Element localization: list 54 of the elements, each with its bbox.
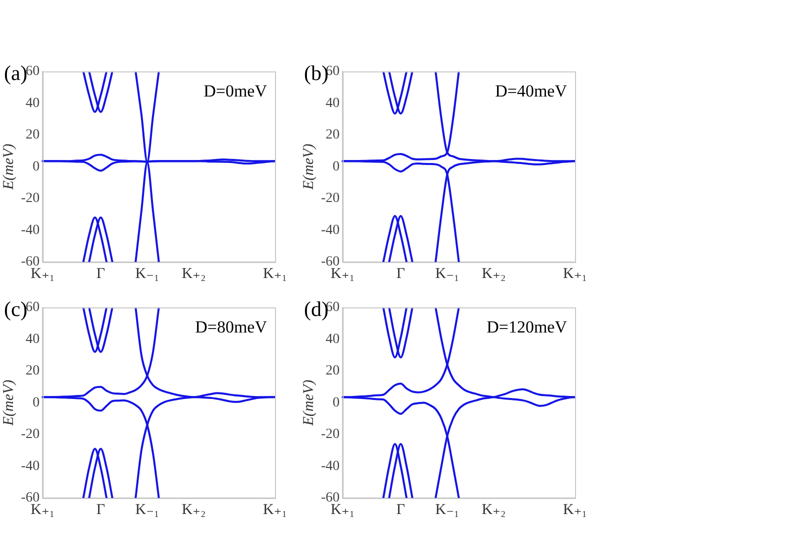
y-tick-label: -40 <box>20 458 40 474</box>
x-tick-label: K₊₁ <box>563 502 587 518</box>
y-axis-title: E(meV) <box>300 380 317 427</box>
y-tick-label: -40 <box>320 222 340 238</box>
y-tick-label: 20 <box>26 128 40 143</box>
y-tick-label: 40 <box>26 332 40 347</box>
x-tick-label: K₋₁ <box>435 502 460 518</box>
y-tick-label: 0 <box>332 159 340 174</box>
x-tick-label: K₋₁ <box>135 502 160 518</box>
x-tick-label: Γ <box>96 502 106 518</box>
chart-title: (a) <box>4 61 28 86</box>
y-tick-label: 40 <box>326 96 340 111</box>
y-tick-label: 40 <box>326 332 340 347</box>
x-tick-label: K₋₁ <box>435 266 460 282</box>
y-tick-label: -20 <box>20 191 40 206</box>
x-tick-label: K₊₁ <box>30 502 55 518</box>
x-tick-label: K₊₁ <box>263 502 287 518</box>
x-tick-label: K₊₁ <box>30 266 55 282</box>
x-tick-label: K₊₂ <box>182 502 206 518</box>
x-tick-label: Γ <box>96 266 106 282</box>
annotation: D=120meV <box>486 317 568 336</box>
y-tick-label: 20 <box>326 128 340 143</box>
x-tick-label: K₋₁ <box>135 266 160 282</box>
annotation: D=0meV <box>204 81 268 100</box>
y-tick-label: 20 <box>26 364 40 379</box>
x-tick-label: K₊₂ <box>482 266 506 282</box>
y-tick-label: 60 <box>26 300 40 316</box>
annotation: D=40meV <box>495 81 568 100</box>
y-axis-title: E(meV) <box>0 380 17 427</box>
annotation: D=80meV <box>195 317 268 336</box>
y-tick-label: 0 <box>32 395 40 410</box>
chart-title: (b) <box>304 61 328 86</box>
y-tick-label: -20 <box>320 427 340 442</box>
x-tick-label: K₊₂ <box>182 266 206 282</box>
y-tick-label: -20 <box>320 191 340 206</box>
y-tick-label: -20 <box>20 427 40 442</box>
y-tick-label: 20 <box>326 364 340 379</box>
x-tick-label: K₊₁ <box>263 266 287 282</box>
y-axis-title: E(meV) <box>300 144 317 191</box>
y-tick-label: -40 <box>20 222 40 238</box>
y-tick-label: -40 <box>320 458 340 474</box>
y-axis-title: E(meV) <box>0 144 17 191</box>
y-tick-label: 0 <box>332 395 340 410</box>
x-tick-label: K₊₂ <box>482 502 506 518</box>
x-tick-label: Γ <box>396 266 406 282</box>
x-tick-label: K₊₁ <box>330 266 355 282</box>
x-tick-label: K₊₁ <box>563 266 587 282</box>
x-tick-label: Γ <box>396 502 406 518</box>
y-tick-label: 40 <box>26 96 40 111</box>
y-tick-label: 0 <box>32 159 40 174</box>
x-tick-label: K₊₁ <box>330 502 355 518</box>
chart-title: (c) <box>4 297 28 322</box>
y-tick-label: 60 <box>26 64 40 80</box>
chart-title: (d) <box>304 297 328 322</box>
